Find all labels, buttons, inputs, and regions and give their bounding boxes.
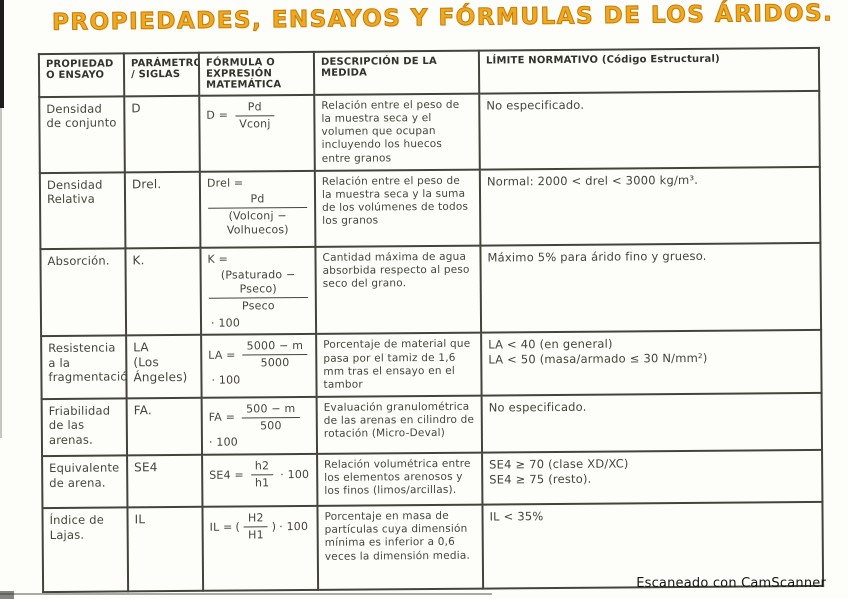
formula: Drel = Pd (Volconj − Volhuecos): [207, 176, 308, 241]
column-header-limite: LÍMITE NORMATIVO (Código Estructural): [478, 47, 820, 94]
column-header-propiedad: PROPIEDAD O ENSAYO: [38, 53, 125, 98]
cell-limite: No especificado.: [481, 392, 823, 453]
cell-propiedad: Friabilidad de las arenas.: [41, 398, 128, 457]
formula-denominator: (Volconj − Volhuecos): [226, 209, 289, 237]
cell-limite: Normal: 2000 < drel < 3000 kg/m³.: [479, 166, 821, 246]
cell-propiedad: Resistencia a la fragmentación: [41, 335, 127, 399]
formula-suffix: · 100: [208, 435, 239, 450]
scan-edge-artifact-left-faint: [0, 108, 2, 438]
cell-descripcion: Evaluación granulométrica de las arenas …: [316, 395, 483, 455]
column-header-parametro: PARÁMETRO / SIGLAS: [123, 52, 200, 97]
formula-denominator: h1: [254, 476, 270, 490]
table-row: Friabilidad de las arenas. FA. FA = 500 …: [41, 392, 823, 457]
formula-denominator: 5000: [260, 356, 290, 370]
formula-numerator: (Psaturado − Pseco): [208, 268, 308, 299]
scan-edge-artifact-left: [0, 0, 4, 108]
formula: K = (Psaturado − Pseco) Pseco · 100: [207, 252, 309, 331]
scan-edge-artifact-bottom: [0, 593, 492, 595]
cell-descripcion: Relación entre el peso de la muestra sec…: [314, 93, 480, 171]
cell-parametro: SE4: [127, 454, 203, 508]
formula-lhs: D =: [206, 108, 229, 123]
cell-limite: LA < 40 (en general) LA < 50 (masa/armad…: [481, 330, 822, 396]
table-row: Equivalente de arena. SE4 SE4 = h2 h1 · 1…: [42, 450, 823, 509]
formula-open-paren: (: [235, 520, 241, 534]
cell-formula: LA = 5000 − m 5000 · 100: [201, 334, 317, 398]
formula: FA = 500 − m 500 · 100: [208, 401, 310, 450]
column-header-descripcion: DESCRIPCIÓN DE LA MEDIDA: [313, 50, 480, 95]
formula-lhs: LA =: [208, 348, 236, 362]
formula-fraction: H2 H1: [243, 511, 268, 542]
cell-limite: SE4 ≥ 70 (clase XD/XC) SE4 ≥ 75 (resto).: [482, 450, 823, 505]
cell-propiedad: Absorción.: [40, 248, 127, 337]
cell-descripcion: Porcentaje de material que pasa por el t…: [316, 332, 482, 397]
formula-numerator: Pd: [207, 192, 308, 209]
formula-fraction: (Psaturado − Pseco) Pseco: [208, 268, 308, 313]
cell-propiedad: Densidad de conjunto: [39, 96, 125, 173]
cell-descripcion: Relación entre el peso de la muestra sec…: [314, 169, 481, 247]
page-title: PROPIEDADES, ENSAYOS Y FÓRMULAS DE LOS Á…: [51, 0, 834, 36]
cell-parametro: Drel.: [124, 171, 201, 249]
formula-denominator: 500: [259, 418, 282, 432]
formula: IL = ( H2 H1 ) · 100: [209, 511, 310, 542]
cell-propiedad: Densidad Relativa: [39, 172, 126, 249]
formula-suffix: · 100: [210, 316, 241, 330]
formula: LA = 5000 − m 5000 · 100: [208, 339, 309, 387]
cell-formula: IL = ( H2 H1 ) · 100: [202, 506, 319, 591]
scan-corner-smudge: [0, 591, 14, 599]
formula-lhs: SE4 =: [209, 467, 244, 482]
cell-parametro: K.: [125, 247, 202, 336]
cell-formula: K = (Psaturado − Pseco) Pseco · 100: [200, 246, 317, 336]
formula-lhs: IL =: [209, 520, 233, 534]
formula-denominator: Vconj: [239, 117, 271, 131]
formula-fraction: Pd (Volconj − Volhuecos): [207, 192, 308, 237]
formula-numerator: H2: [243, 511, 268, 528]
cell-formula: SE4 = h2 h1 · 100: [202, 454, 318, 507]
cell-formula: D = Pd Vconj: [199, 94, 315, 172]
cell-formula: Drel = Pd (Volconj − Volhuecos): [199, 170, 316, 248]
header-row: PROPIEDAD O ENSAYO PARÁMETRO / SIGLAS FÓ…: [38, 47, 820, 98]
properties-table-wrapper: PROPIEDAD O ENSAYO PARÁMETRO / SIGLAS FÓ…: [38, 47, 824, 593]
formula-fraction: h2 h1: [250, 459, 274, 490]
cell-limite: Máximo 5% para árido fino y grueso.: [480, 242, 822, 333]
table-row: Absorción. K. K = (Psaturado − Pseco) Pse…: [40, 242, 822, 337]
cell-propiedad: Índice de Lajas.: [42, 507, 129, 593]
cell-parametro: D: [124, 95, 200, 173]
formula-fraction: 500 − m 500: [241, 401, 300, 433]
formula-numerator: 500 − m: [241, 401, 300, 419]
formula-numerator: h2: [250, 459, 274, 476]
formula-numerator: 5000 − m: [242, 339, 308, 356]
formula-close-paren: ): [271, 519, 277, 533]
column-header-formula: FÓRMULA O EXPRESIÓN MATEMÁTICA: [198, 51, 315, 96]
formula-lhs: K =: [207, 252, 229, 266]
formula-suffix: · 100: [280, 467, 310, 481]
cell-descripcion: Relación volumétrica entre los elementos…: [317, 452, 483, 507]
formula: D = Pd Vconj: [206, 100, 307, 131]
cell-propiedad: Equivalente de arena.: [42, 455, 128, 509]
formula-suffix: · 100: [211, 373, 241, 387]
cell-parametro: FA.: [126, 397, 203, 456]
formula-suffix: · 100: [279, 519, 309, 533]
formula-denominator: Pseco: [241, 299, 275, 313]
cell-descripcion: Porcentaje en masa de partículas cuya di…: [317, 504, 484, 591]
cell-parametro: IL: [127, 506, 204, 592]
formula-fraction: 5000 − m 5000: [242, 339, 308, 370]
cell-parametro: LA (Los Ángeles): [126, 335, 202, 399]
cell-formula: FA = 500 − m 500 · 100: [201, 396, 318, 455]
table-row: Resistencia a la fragmentación LA (Los Á…: [41, 330, 822, 399]
scanner-credit: Escaneado con CamScanner: [636, 576, 826, 591]
formula-lhs: Drel =: [206, 176, 244, 190]
formula-fraction: Pd Vconj: [235, 100, 275, 131]
formula-lhs: FA =: [208, 410, 236, 424]
formula: SE4 = h2 h1 · 100: [209, 459, 310, 490]
formula-numerator: Pd: [235, 100, 275, 117]
cell-limite: No especificado.: [479, 90, 820, 170]
formula-denominator: H1: [248, 528, 264, 542]
properties-table: PROPIEDAD O ENSAYO PARÁMETRO / SIGLAS FÓ…: [38, 47, 824, 593]
cell-descripcion: Cantidad máxima de agua absorbida respec…: [315, 245, 482, 335]
table-row: Densidad de conjunto D D = Pd Vconj Relac…: [39, 90, 820, 173]
table-row: Densidad Relativa Drel. Drel = Pd (Volcon…: [39, 166, 821, 249]
